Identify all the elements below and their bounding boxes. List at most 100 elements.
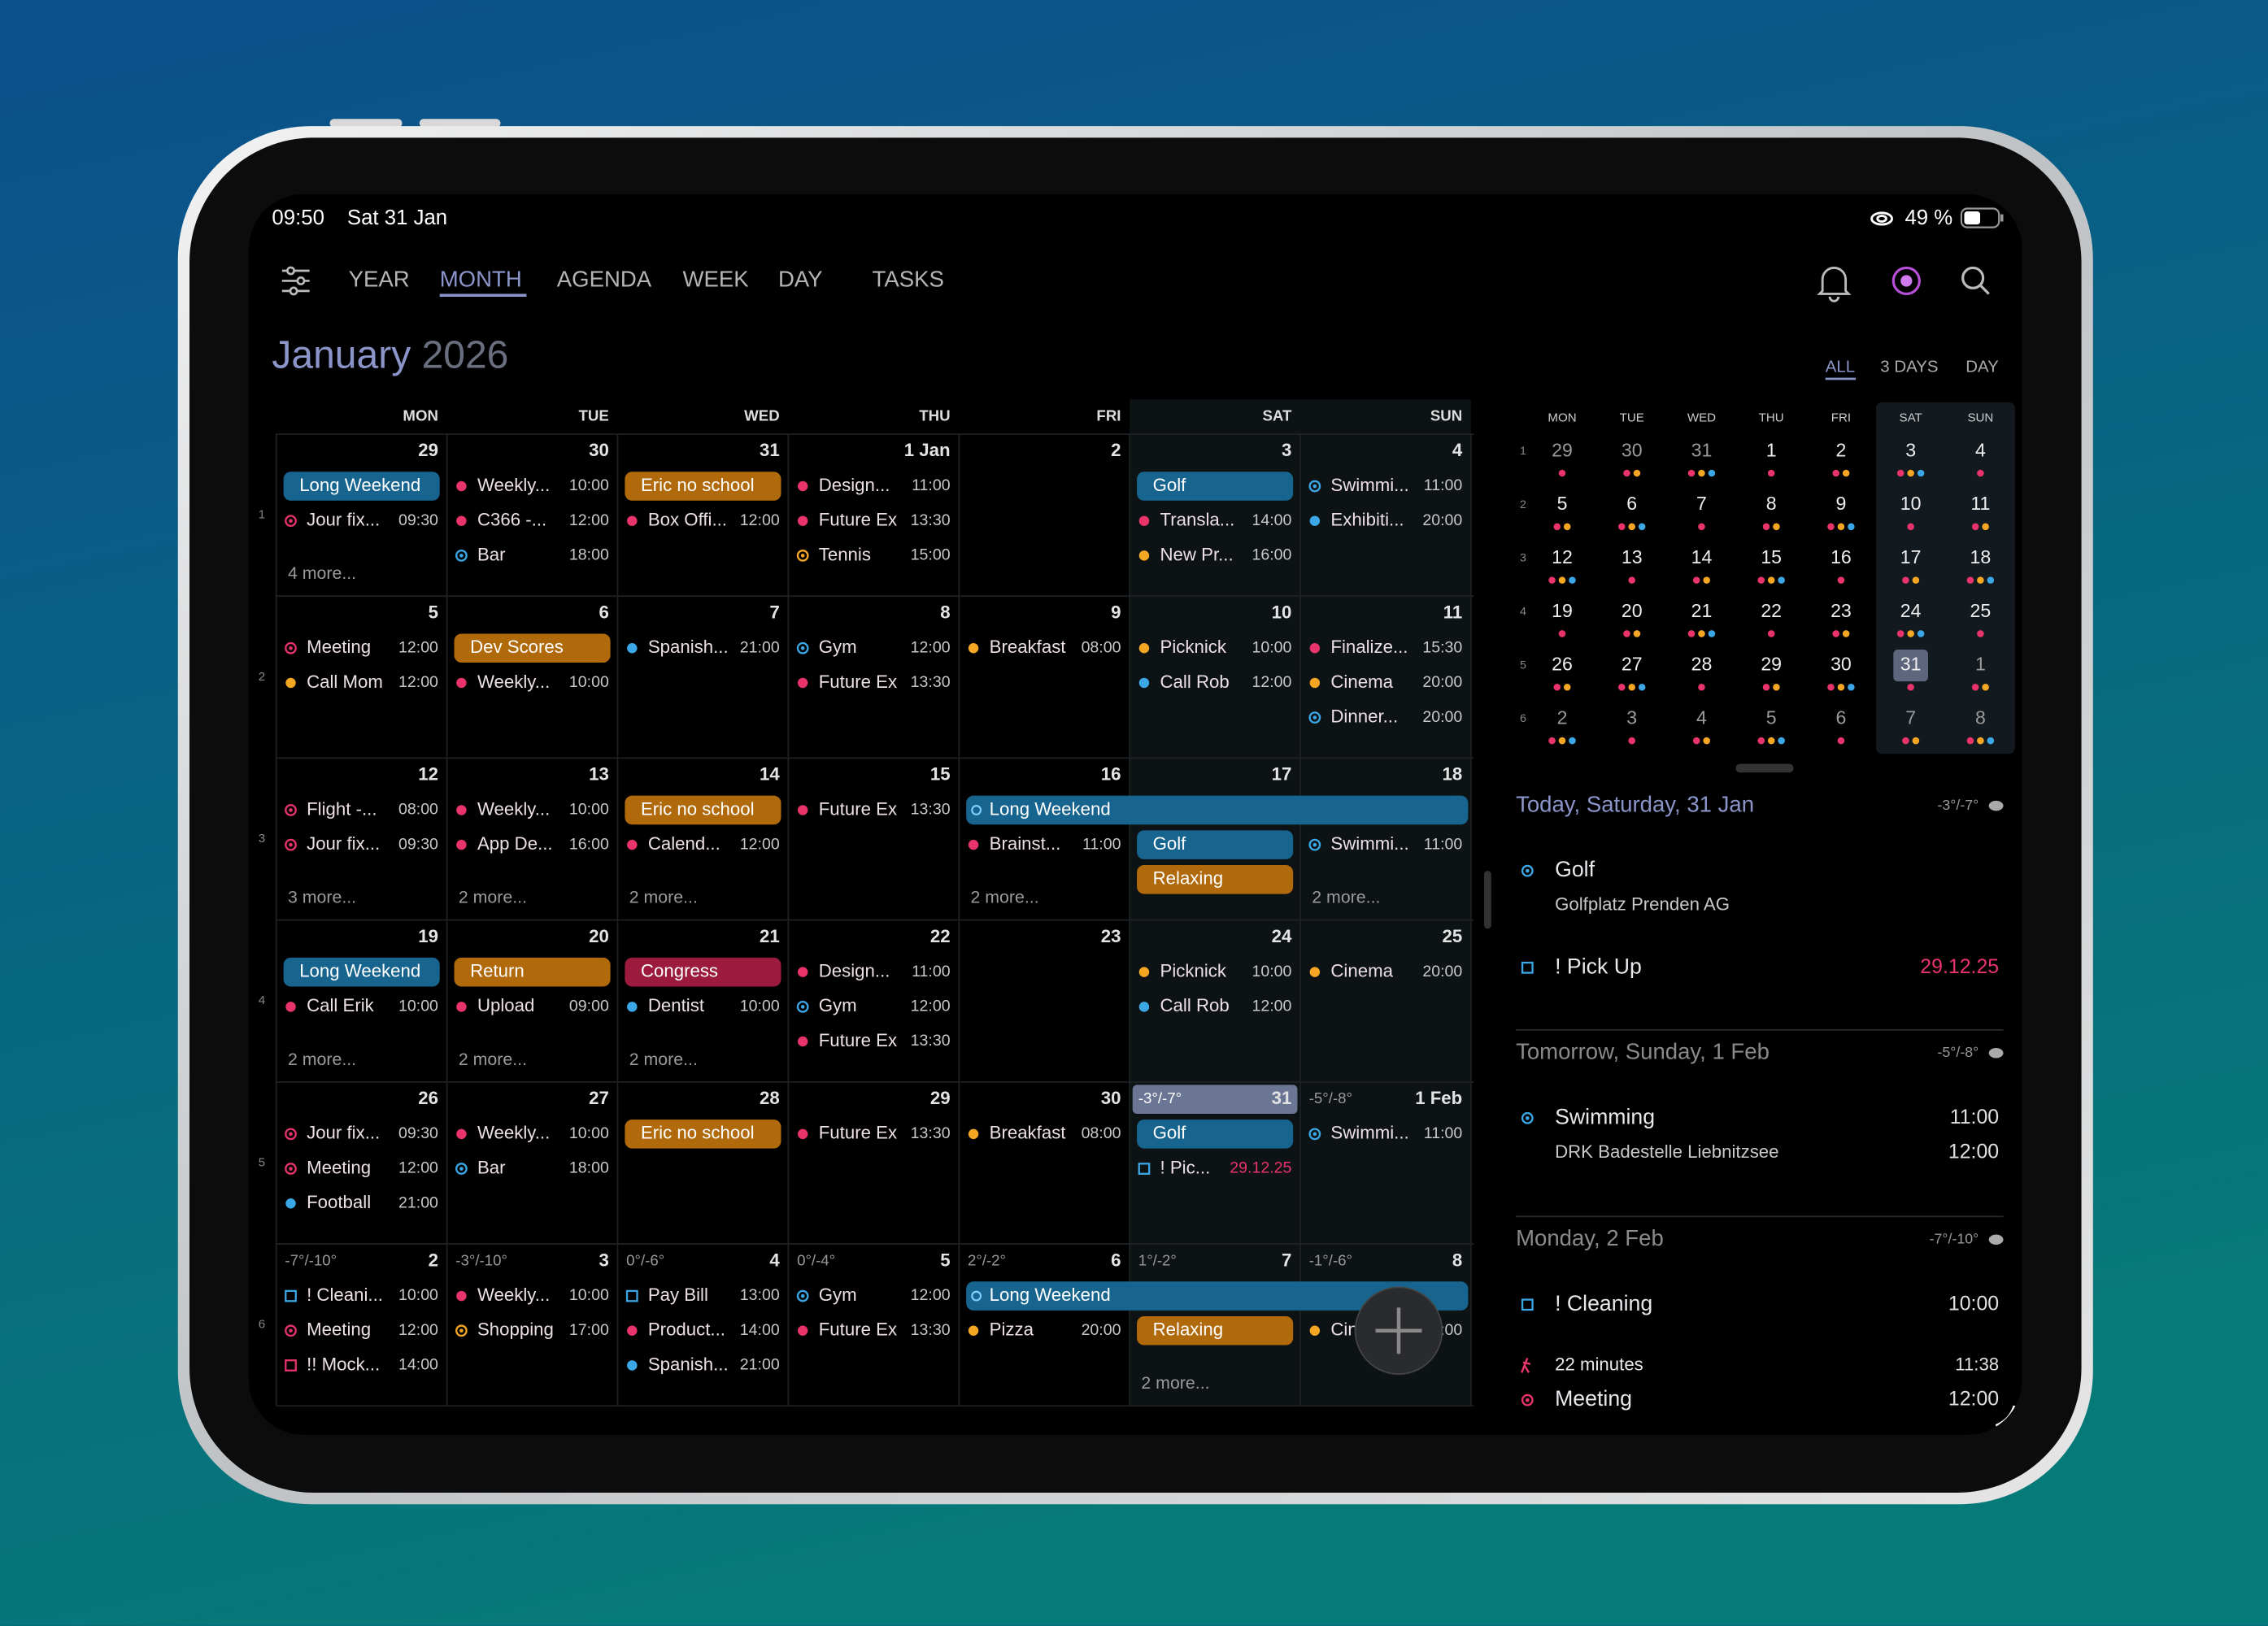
task-checkbox[interactable] — [1138, 1163, 1151, 1175]
all-day-event[interactable] — [1137, 1315, 1294, 1346]
task-checkbox[interactable] — [1521, 1298, 1534, 1311]
mini-day[interactable]: 8 — [1975, 706, 1986, 728]
agenda-item-title[interactable]: Golf — [1555, 857, 1595, 881]
agenda-item-title[interactable]: 22 minutes — [1555, 1354, 1643, 1374]
day-cell[interactable]: 3 Golf Transla... 14:00 New Pr... 16:00 — [1137, 440, 1294, 564]
mini-day[interactable]: 9 — [1835, 493, 1846, 514]
all-day-event[interactable] — [1137, 472, 1294, 501]
mini-day[interactable]: 26 — [1552, 654, 1573, 675]
mini-day[interactable]: 25 — [1970, 600, 1992, 621]
day-cell[interactable]: 30 Breakfast 08:00 — [968, 1088, 1121, 1143]
all-day-event[interactable] — [625, 472, 781, 501]
mini-day[interactable]: 14 — [1691, 546, 1713, 567]
task-checkbox[interactable] — [285, 1289, 297, 1302]
mini-day[interactable]: 31 — [1900, 654, 1922, 675]
more-link[interactable]: 2 more... — [1312, 888, 1380, 907]
view-option[interactable]: DAY — [1965, 358, 1999, 376]
mini-day[interactable]: 13 — [1622, 546, 1643, 567]
day-cell[interactable]: 6 2°/-2° Long Weekend Pizza 20:00 — [966, 1250, 1469, 1340]
tab[interactable]: YEAR — [349, 267, 410, 292]
tab[interactable]: MONTH — [440, 267, 522, 292]
day-cell[interactable]: 8 Gym 12:00 Future Ex 13:30 — [796, 602, 951, 692]
day-cell[interactable]: 2 — [1111, 440, 1121, 460]
search-button[interactable] — [1961, 266, 1990, 295]
tab[interactable]: WEEK — [683, 267, 750, 292]
all-day-event[interactable] — [625, 957, 781, 987]
all-day-event[interactable] — [625, 1120, 781, 1149]
tab[interactable]: TASKS — [873, 267, 944, 292]
day-cell[interactable]: 20 Return Upload 09:00 2 more... — [454, 926, 611, 1069]
day-cell[interactable]: 17 Golf Relaxing — [1137, 764, 1294, 894]
day-cell[interactable]: 11 Finalize... 15:30 Cinema 20:00 Dinner... 20… — [1308, 602, 1463, 726]
task-checkbox[interactable] — [1521, 961, 1534, 974]
mini-day[interactable]: 4 — [1975, 439, 1986, 460]
mini-day[interactable]: 23 — [1831, 600, 1852, 621]
day-cell[interactable]: 30 Weekly... 10:00 C366 -... 12:00 Bar 18:00 — [455, 440, 609, 564]
mini-day[interactable]: 19 — [1552, 600, 1573, 621]
day-cell[interactable]: 4 Swimmi... 11:00 Exhibiti... 20:00 — [1308, 440, 1463, 530]
day-cell[interactable]: 29 Future Ex 13:30 — [797, 1088, 951, 1143]
mini-day[interactable]: 3 — [1905, 439, 1916, 460]
mini-day[interactable]: 10 — [1900, 493, 1922, 514]
day-cell[interactable]: 29 Long Weekend Jour fix... 09:30 4 more... — [283, 440, 440, 583]
more-link[interactable]: 2 more... — [459, 888, 527, 907]
more-link[interactable]: 3 more... — [288, 888, 356, 907]
view-option[interactable]: 3 DAYS — [1880, 358, 1938, 376]
more-link[interactable]: 2 more... — [629, 1050, 698, 1069]
more-link[interactable]: 2 more... — [288, 1050, 356, 1069]
mini-day[interactable]: 2 — [1835, 439, 1846, 460]
all-day-event[interactable] — [1137, 865, 1294, 894]
task-checkbox[interactable] — [285, 1359, 297, 1372]
day-cell[interactable]: 18 Swimmi... 11:00 2 more... — [1308, 764, 1463, 907]
day-cell[interactable]: 10 Picknick 10:00 Call Rob 12:00 — [1138, 602, 1292, 692]
view-option[interactable]: ALL — [1826, 358, 1855, 376]
mini-day[interactable]: 5 — [1766, 706, 1777, 728]
day-cell[interactable]: 1 Feb -5°/-8° Swimmi... 11:00 — [1308, 1088, 1463, 1143]
all-day-event[interactable] — [1137, 1120, 1294, 1149]
day-cell[interactable]: 24 Picknick 10:00 Call Rob 12:00 — [1138, 926, 1292, 1015]
day-cell[interactable]: 16 Long Weekend Brainst... 11:00 2 more... — [966, 764, 1469, 907]
more-link[interactable]: 2 more... — [1141, 1373, 1209, 1393]
mini-day[interactable]: 1 — [1975, 654, 1986, 675]
all-day-event[interactable] — [454, 957, 611, 987]
day-cell[interactable]: 1 Jan Design... 11:00 Future Ex 13:30 Tennis 1… — [796, 440, 951, 564]
day-cell[interactable]: 9 Breakfast 08:00 — [968, 602, 1121, 657]
mini-day[interactable]: 27 — [1622, 654, 1643, 675]
mini-day[interactable]: 8 — [1766, 493, 1777, 514]
mini-day[interactable]: 5 — [1557, 493, 1568, 514]
multi-day-event[interactable] — [966, 1281, 1469, 1311]
day-cell[interactable]: 26 Jour fix... 09:30 Meeting 12:00 Football 21… — [285, 1088, 438, 1212]
mini-day[interactable]: 30 — [1831, 654, 1852, 675]
day-cell[interactable]: 12 Flight -... 08:00 Jour fix... 09:30 3 more… — [285, 764, 438, 907]
mini-day[interactable]: 3 — [1626, 706, 1637, 728]
day-cell[interactable]: 31 -3°/-7° Golf ! Pic... 29.12.25 — [1132, 1085, 1298, 1177]
mini-day[interactable]: 17 — [1900, 546, 1922, 567]
day-cell[interactable]: 4 0°/-6° Pay Bill 13:00 Product... 14:00 Spani… — [625, 1250, 780, 1374]
tab[interactable]: DAY — [778, 267, 823, 292]
mini-day[interactable]: 7 — [1696, 493, 1707, 514]
multi-day-event[interactable] — [966, 795, 1469, 825]
mini-day[interactable]: 30 — [1622, 439, 1643, 460]
agenda-item-title[interactable]: ! Pick Up — [1555, 954, 1642, 978]
mini-day[interactable]: 24 — [1900, 600, 1922, 621]
mini-day[interactable]: 6 — [1626, 493, 1637, 514]
filter-button[interactable] — [281, 266, 310, 296]
mini-day[interactable]: 22 — [1761, 600, 1782, 621]
day-cell[interactable]: 7 1°/-2° Relaxing 2 more... — [1137, 1250, 1294, 1393]
day-cell[interactable]: 2 -7°/-10° ! Cleani... 10:00 Meeting 12:00 !! … — [285, 1250, 438, 1374]
mini-day[interactable]: 29 — [1761, 654, 1782, 675]
agenda-item-title[interactable]: Meeting — [1555, 1386, 1632, 1411]
focus-button[interactable] — [1891, 266, 1921, 296]
more-link[interactable]: 2 more... — [971, 888, 1039, 907]
all-day-event[interactable] — [625, 795, 781, 825]
all-day-event[interactable] — [283, 957, 440, 987]
mini-day[interactable]: 1 — [1766, 439, 1777, 460]
mini-day[interactable]: 28 — [1691, 654, 1713, 675]
mini-day[interactable]: 11 — [1970, 493, 1990, 514]
day-cell[interactable]: 5 0°/-4° Gym 12:00 Future Ex 13:30 — [796, 1250, 951, 1340]
day-cell[interactable]: 21 Congress Dentist 10:00 2 more... — [625, 926, 781, 1069]
all-day-event[interactable] — [454, 633, 611, 663]
all-day-event[interactable] — [1137, 830, 1294, 859]
